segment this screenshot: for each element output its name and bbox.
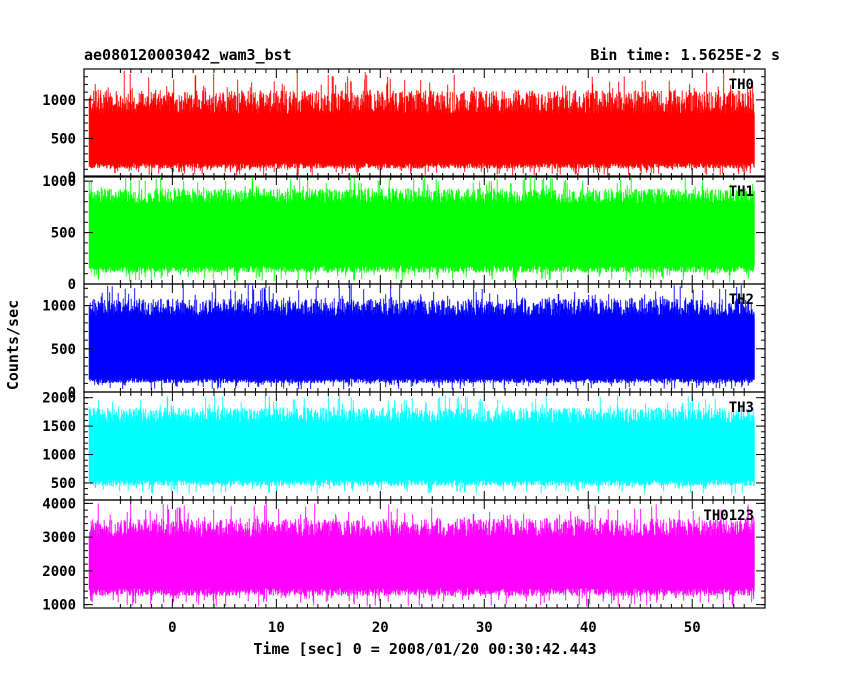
y-tick-label: 500 (51, 342, 76, 358)
y-tick-label: 2000 (42, 391, 76, 407)
x-tick-label: 20 (372, 620, 389, 636)
y-tick-label: 4000 (42, 496, 76, 512)
x-tick-label: 10 (268, 620, 285, 636)
panel-th2: 0 500 1000 TH2 (42, 283, 766, 401)
x-axis-tick-labels: 0 10 20 30 40 50 (168, 620, 700, 636)
panel-label: TH0123 (703, 508, 754, 524)
panel-label: TH0 (729, 77, 754, 93)
panel-label: TH1 (729, 184, 754, 200)
y-tick-label: 1000 (42, 448, 76, 464)
panel-label: TH3 (729, 400, 754, 416)
panel-th0123: 1000 2000 3000 4000 TH0123 (42, 496, 766, 614)
y-tick-label: 1500 (42, 419, 76, 435)
y-tick-label: 2000 (42, 564, 76, 580)
y-tick-label: 1000 (42, 598, 76, 614)
y-tick-label: 0 (68, 277, 76, 293)
y-axis-label: Counts/sec (4, 300, 22, 390)
chart-title-right: Bin time: 1.5625E-2 s (590, 46, 780, 64)
series-th1-core (89, 206, 755, 265)
panel-th3: 500 1000 1500 2000 TH3 (42, 391, 766, 501)
x-tick-label: 30 (476, 620, 493, 636)
y-tick-label: 500 (51, 226, 76, 242)
chart-title-left: ae080120003042_wam3_bst (84, 46, 292, 64)
x-tick-label: 0 (168, 620, 176, 636)
panel-frame (83, 499, 766, 609)
series-th3-core (89, 426, 755, 479)
panel-th1: 0 500 1000 TH1 (42, 174, 766, 293)
y-tick-label: 500 (51, 476, 76, 492)
series-th2-core (89, 319, 755, 378)
y-tick-label: 3000 (42, 530, 76, 546)
y-tick-label: 1000 (42, 299, 76, 315)
x-axis-label: Time [sec] 0 = 2008/01/20 00:30:42.443 (253, 640, 596, 658)
series-th0123-core (89, 541, 755, 586)
x-tick-label: 40 (580, 620, 597, 636)
y-tick-label: 0 (68, 170, 76, 186)
series-th0-core (89, 116, 755, 163)
panel-th0: 0 500 1000 TH0 (42, 68, 766, 186)
x-tick-label: 50 (684, 620, 701, 636)
panels-group: 0 500 1000 TH0 0 500 1000 TH1 0 500 1000 TH2 500 1000… (42, 68, 766, 614)
y-tick-label: 0 (68, 385, 76, 401)
y-tick-label: 1000 (42, 93, 76, 109)
y-tick-label: 1000 (42, 174, 76, 190)
y-tick-label: 500 (51, 131, 76, 147)
panel-label: TH2 (729, 292, 754, 308)
